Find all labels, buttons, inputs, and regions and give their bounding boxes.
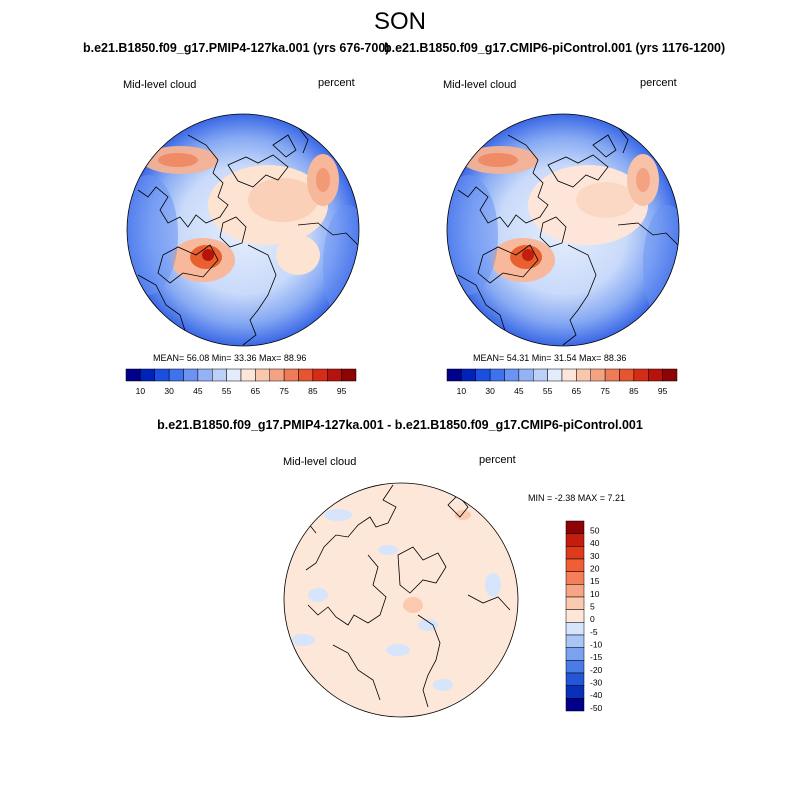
- diff-colorbar-tick-label: -5: [590, 627, 598, 637]
- panel-2-colorbar-swatch: [547, 368, 563, 382]
- panel-2-colorbar-tick-label: 95: [658, 386, 668, 396]
- panel-2-colorbar-swatch: [633, 368, 649, 382]
- diff-colorbar-swatch: [565, 609, 585, 623]
- panel-1-colorbar-swatch: [197, 368, 213, 382]
- panel-1-colorbar-swatch: [327, 368, 342, 382]
- panel-1-colorbar-swatch: [140, 368, 155, 382]
- panel-2-colorbar-swatch: [561, 368, 577, 382]
- diff-colorbar-swatch: [565, 647, 585, 661]
- diff-panel-stats: MIN = -2.38 MAX = 7.21: [528, 493, 626, 503]
- diff-colorbar-tick-label: 30: [590, 551, 600, 561]
- panel-1-map: [126, 113, 360, 347]
- panel-2-colorbar-swatch: [533, 368, 548, 382]
- diff-colorbar-swatch: [565, 584, 585, 598]
- diff-panel-title: b.e21.B1850.f09_g17.PMIP4-127ka.001 - b.…: [157, 418, 643, 432]
- panel-2-colorbar-swatch: [518, 368, 534, 382]
- panel-1-units-label: percent: [318, 77, 355, 89]
- diff-colorbar-tick-label: 50: [590, 526, 600, 536]
- panel-1-colorbar-tick-label: 75: [279, 386, 289, 396]
- panel-1-colorbar-swatch: [283, 368, 299, 382]
- panel-1-variable-label: Mid-level cloud: [123, 79, 197, 91]
- panel-1-colorbar-tick-label: 45: [193, 386, 203, 396]
- panel-1-colorbar-swatch: [298, 368, 314, 382]
- panel-1-colorbar-swatch: [125, 368, 141, 382]
- diff-colorbar-swatch: [565, 622, 585, 636]
- panel-1-colorbar-tick-label: 85: [308, 386, 318, 396]
- panel-2-colorbar-tick-label: 55: [543, 386, 553, 396]
- panel-2-stats: MEAN= 54.31 Min= 31.54 Max= 88.36: [473, 353, 627, 363]
- diff-panel-map: [283, 482, 519, 718]
- panel-1-colorbar-tick-label: 55: [222, 386, 232, 396]
- diff-colorbar-tick-label: 5: [590, 602, 595, 612]
- panel-1-colorbar-swatch: [240, 368, 256, 382]
- diff-colorbar-swatch: [565, 558, 585, 572]
- panel-2-colorbar-swatch: [648, 368, 663, 382]
- diff-colorbar-swatch: [565, 685, 585, 699]
- diff-colorbar-tick-label: 0: [590, 614, 595, 624]
- panel-2-colorbar-tick-label: 10: [457, 386, 467, 396]
- panel-1-stats: MEAN= 56.08 Min= 33.36 Max= 88.96: [153, 353, 307, 363]
- panel-2-colorbar-swatch: [576, 368, 591, 382]
- panel-1-colorbar-swatch: [168, 368, 184, 382]
- diff-colorbar-tick-label: -40: [590, 690, 603, 700]
- panel-2-colorbar-tick-label: 65: [572, 386, 582, 396]
- panel-2-colorbar: 10 30 45 55 65 75 85 95: [446, 368, 678, 396]
- diff-colorbar-swatch: [565, 596, 585, 610]
- diff-colorbar-tick-label: -30: [590, 678, 603, 688]
- diff-colorbar-tick-label: 40: [590, 538, 600, 548]
- diff-colorbar-tick-label: -50: [590, 703, 603, 712]
- panel-2-colorbar-tick-label: 30: [485, 386, 495, 396]
- diff-colorbar-tick-label: -15: [590, 652, 603, 662]
- diff-colorbar-swatch: [565, 520, 585, 534]
- panel-1-colorbar-swatch: [212, 368, 227, 382]
- panel-2-title: b.e21.B1850.f09_g17.CMIP6-piControl.001 …: [384, 41, 726, 55]
- panel-2-units-label: percent: [640, 77, 677, 89]
- diff-colorbar-swatch: [565, 698, 585, 712]
- panel-2-colorbar-swatch: [446, 368, 462, 382]
- panel-1-colorbar-tick-label: 10: [136, 386, 146, 396]
- diff-colorbar-tick-label: 20: [590, 564, 600, 574]
- panel-2-colorbar-swatch: [475, 368, 491, 382]
- diff-panel-units-label: percent: [479, 454, 516, 466]
- panel-1-colorbar-tick-label: 30: [164, 386, 174, 396]
- panel-2-colorbar-swatch: [489, 368, 505, 382]
- panel-1-title: b.e21.B1850.f09_g17.PMIP4-127ka.001 (yrs…: [83, 41, 390, 55]
- diff-colorbar-tick-label: 10: [590, 589, 600, 599]
- panel-2-map: [446, 113, 680, 347]
- diff-colorbar-swatch: [565, 660, 585, 674]
- panel-1-colorbar-swatch: [183, 368, 199, 382]
- diff-colorbar-swatch: [565, 634, 585, 648]
- diff-colorbar-swatch: [565, 672, 585, 686]
- diff-colorbar-tick-label: 15: [590, 576, 600, 586]
- panel-1-colorbar-swatch: [226, 368, 242, 382]
- panel-1-colorbar-swatch: [312, 368, 328, 382]
- panel-2-colorbar-swatch: [590, 368, 606, 382]
- panel-1-colorbar-swatch: [269, 368, 285, 382]
- panel-2-colorbar-tick-label: 85: [629, 386, 639, 396]
- panel-1-colorbar-swatch: [154, 368, 170, 382]
- panel-2-colorbar-swatch: [619, 368, 635, 382]
- diff-colorbar-swatch: [565, 533, 585, 547]
- panel-1-colorbar-tick-label: 65: [251, 386, 261, 396]
- panel-1-colorbar-tick-label: 95: [337, 386, 347, 396]
- panel-2-colorbar-swatch: [604, 368, 620, 382]
- panel-2-colorbar-swatch: [461, 368, 476, 382]
- season-title: SON: [373, 8, 426, 35]
- panel-2-colorbar-tick-label: 45: [514, 386, 524, 396]
- panel-1-colorbar-swatch: [255, 368, 270, 382]
- panel-2-colorbar-tick-label: 75: [600, 386, 610, 396]
- diff-colorbar-tick-label: -20: [590, 665, 603, 675]
- diff-colorbar-swatch: [565, 571, 585, 585]
- panel-1-colorbar: 10 30 45 55 65 75 85 95: [125, 368, 357, 396]
- diff-colorbar-swatch: [565, 546, 585, 560]
- panel-2-colorbar-swatch: [504, 368, 520, 382]
- panel-2-variable-label: Mid-level cloud: [443, 79, 517, 91]
- diff-panel-variable-label: Mid-level cloud: [283, 456, 357, 468]
- panel-1-colorbar-swatch: [341, 368, 357, 382]
- diff-colorbar-tick-label: -10: [590, 640, 603, 650]
- panel-2-colorbar-swatch: [662, 368, 678, 382]
